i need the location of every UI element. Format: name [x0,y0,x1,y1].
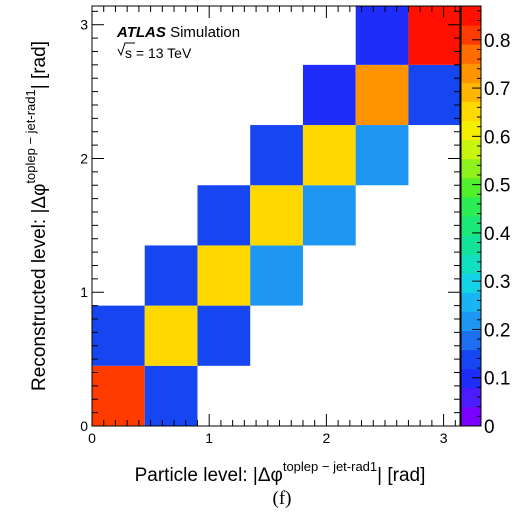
color-scale-segment [461,196,481,217]
color-scale-segment [461,120,481,141]
color-scale-segment [461,63,481,83]
color-scale-label: 0.4 [484,224,511,245]
heatmap-cell [408,64,460,126]
x-tick-label: 2 [322,430,330,446]
color-scale-bar [460,5,482,427]
heatmap-cell [302,125,356,186]
heatmap-cell [355,64,409,126]
y-tick-label: 2 [80,150,88,166]
color-scale-segment [461,25,481,45]
heatmap-cell [144,365,198,426]
color-scale-segment [461,101,481,122]
x-axis-title: Particle level: |Δφtoplep − jet-rad1| [r… [135,459,426,486]
heatmap-cells [92,6,460,426]
heatmap-cell [197,305,251,366]
color-scale-label: 0.8 [484,31,510,52]
heatmap-cell [408,6,460,65]
color-scale-segment [461,311,481,332]
heatmap-cell [250,245,303,306]
color-scale-segment [461,6,481,26]
heatmap-cell [92,365,145,426]
color-scale-label: 0 [484,417,495,438]
y-axis-ticks: 0 1 2 3 [80,10,460,434]
x-tick-label: 0 [88,430,96,446]
color-scale-label: 0.7 [484,79,510,100]
color-scale-segment [461,368,481,389]
y-axis-title: Reconstructed level: |Δφtoplep − jet-rad… [23,41,50,391]
color-scale-segment [461,330,481,351]
plot-border [91,5,461,427]
color-scale-label: 0.1 [484,369,510,390]
color-scale-label: 0.5 [484,176,510,197]
color-scale-segment [461,139,481,160]
heatmap-cell [197,185,251,246]
atlas-label: ATLAS Simulation [116,24,240,41]
heatmap-cell [250,185,303,246]
x-tick-label: 1 [205,430,213,446]
color-scale-segment [461,292,481,312]
heatmap-cell [144,305,198,366]
color-scale-segment [461,216,481,236]
color-scale-segment [461,406,481,427]
color-scale-label: 0.3 [484,272,510,293]
color-scale-ticks: 0 0.1 0.2 0.3 0.4 0.5 0.6 0.7 0.8 [472,10,511,438]
color-scale-segment [461,387,481,408]
color-scale-segment [461,44,481,64]
color-scale-border [460,5,482,427]
color-scale-label: 0.6 [484,127,510,148]
energy-label: s = 13 TeV [117,42,192,61]
sqrt-sign [117,42,135,57]
color-scale-segment [461,235,481,255]
heatmap-cell [92,305,145,366]
y-tick-label: 3 [80,17,88,33]
figure-caption: (f) [273,488,292,509]
y-tick-label: 0 [80,418,88,434]
heatmap-cell [355,125,409,186]
heatmap-cell [144,245,198,306]
color-scale-segment [461,273,481,293]
color-scale-label: 0.2 [484,320,510,341]
color-scale-segment [461,349,481,370]
heatmap-cell [302,185,356,246]
heatmap-cell [355,6,409,65]
heatmap-cell [302,64,356,126]
color-scale-segment [461,82,481,102]
y-tick-label: 1 [80,284,88,300]
heatmap-cell [197,245,251,306]
color-scale-segment [461,254,481,274]
color-scale-segment [461,158,481,179]
x-tick-label: 3 [440,430,448,446]
color-scale-segment [461,177,481,198]
heatmap-cell [250,125,303,186]
svg-text:s = 13 TeV: s = 13 TeV [125,45,192,61]
x-axis-ticks: 0 1 2 3 [88,6,456,446]
